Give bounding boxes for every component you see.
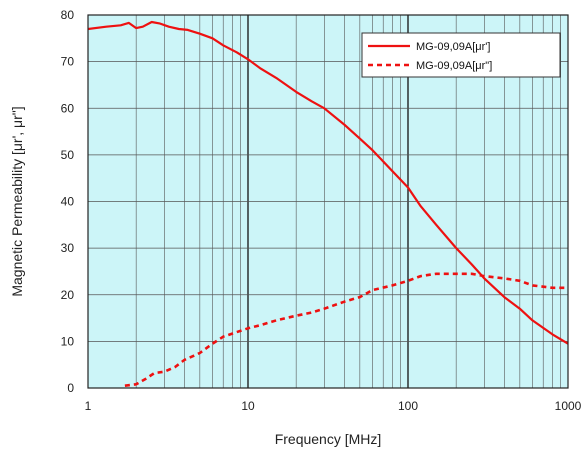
legend: MG-09,09A[μr'] MG-09,09A[μr"] bbox=[361, 32, 561, 78]
y-tick-label: 10 bbox=[61, 334, 75, 348]
y-tick-label: 20 bbox=[61, 288, 75, 302]
legend-label-series-1: MG-09,09A[μr'] bbox=[416, 41, 490, 53]
legend-label-series-2: MG-09,09A[μr"] bbox=[416, 60, 492, 72]
x-tick-label: 1 bbox=[85, 399, 92, 413]
plot-frame bbox=[87, 14, 569, 389]
x-tick-labels: 1 10 100 1000 bbox=[85, 399, 582, 413]
series-layer bbox=[88, 20, 568, 387]
y-tick-label: 0 bbox=[67, 381, 74, 395]
x-tick-label: 10 bbox=[241, 399, 255, 413]
y-tick-label: 40 bbox=[61, 195, 75, 209]
y-tick-label: 60 bbox=[61, 101, 75, 115]
y-tick-labels: 0 10 20 30 40 50 60 70 80 bbox=[61, 8, 75, 395]
y-tick-label: 80 bbox=[61, 8, 75, 22]
x-axis-label: Frequency [MHz] bbox=[275, 431, 382, 447]
legend-box bbox=[361, 32, 561, 78]
y-tick-label: 70 bbox=[61, 55, 75, 69]
x-tick-label: 1000 bbox=[555, 399, 582, 413]
y-axis-label: Magnetic Permeability [μr', μr"] bbox=[9, 106, 25, 296]
y-tick-label: 30 bbox=[61, 241, 75, 255]
series-line-1 bbox=[88, 20, 568, 345]
major-gridlines bbox=[88, 15, 568, 388]
series-line-2 bbox=[124, 272, 568, 387]
y-tick-label: 50 bbox=[61, 148, 75, 162]
x-tick-label: 100 bbox=[398, 399, 418, 413]
